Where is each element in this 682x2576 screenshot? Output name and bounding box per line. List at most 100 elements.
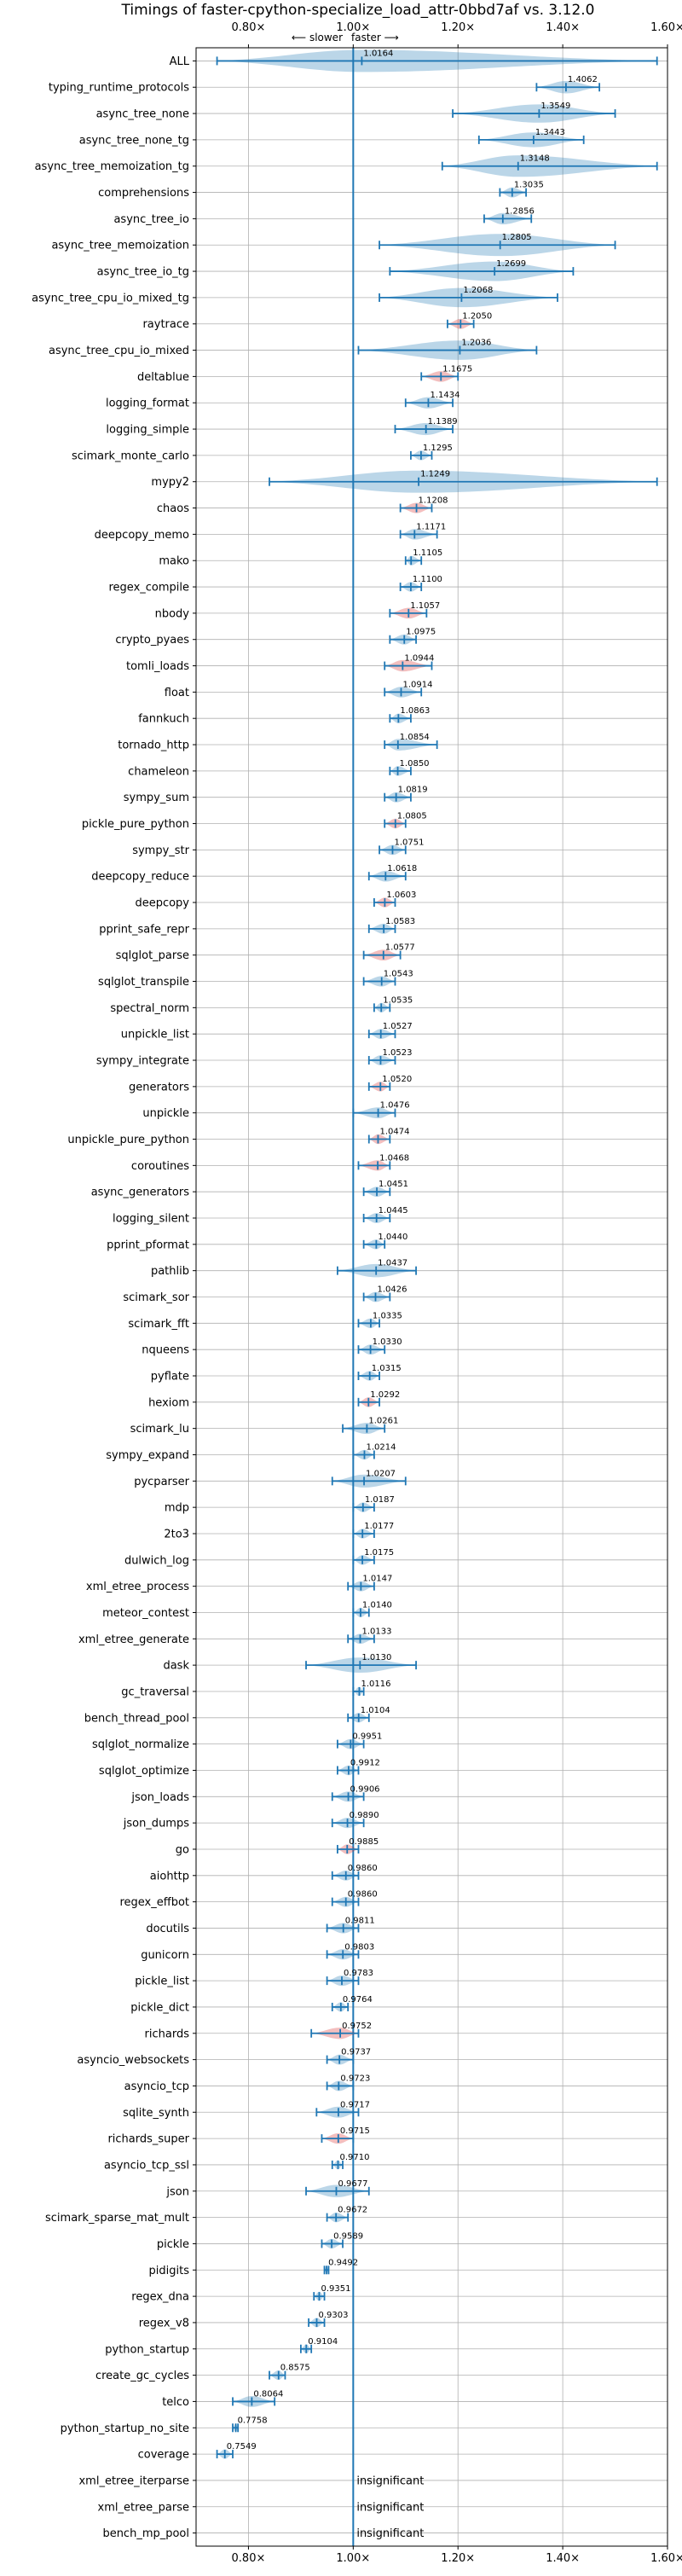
benchmark-label: coroutines — [131, 1160, 189, 1173]
benchmark-label: pidigits — [149, 2265, 190, 2277]
x-tick-label-bottom: 1.40× — [546, 2552, 580, 2565]
value-label: 0.9764 — [343, 1995, 373, 2005]
value-label: 1.0140 — [362, 1600, 392, 1610]
x-tick-label-top: 0.80× — [232, 21, 266, 34]
benchmark-label: spectral_norm — [110, 1002, 189, 1015]
benchmark-label: async_tree_none — [96, 108, 189, 121]
insignificant-label: insignificant — [356, 2474, 424, 2487]
value-label: 1.0476 — [380, 1101, 410, 1111]
value-label: 1.0850 — [400, 759, 430, 769]
value-label: 1.3549 — [540, 102, 570, 111]
benchmark-label: sympy_sum — [124, 792, 189, 804]
benchmark-label: dulwich_log — [124, 1554, 189, 1567]
value-label: 1.0474 — [379, 1128, 409, 1137]
benchmark-label: raytrace — [142, 318, 189, 331]
value-label: 1.0535 — [383, 995, 413, 1005]
benchmark-label: logging_silent — [113, 1213, 189, 1226]
benchmark-label: deepcopy — [135, 897, 189, 910]
x-tick-label-bottom: 1.60× — [650, 2552, 682, 2565]
benchmark-label: create_gc_cycles — [95, 2370, 189, 2382]
value-label: 1.0147 — [362, 1575, 392, 1584]
value-label: 0.9885 — [349, 1837, 379, 1847]
value-label: 1.0207 — [366, 1469, 396, 1478]
benchmark-label: sqlglot_transpile — [98, 976, 189, 989]
value-label: 1.2036 — [461, 339, 491, 348]
value-label: 0.9860 — [348, 1864, 378, 1873]
value-label: 1.0975 — [406, 628, 436, 637]
benchmark-label: xml_etree_generate — [78, 1633, 189, 1646]
benchmark-label: unpickle — [142, 1107, 189, 1120]
value-label: 0.8575 — [280, 2364, 310, 2373]
benchmark-label: xml_etree_process — [86, 1581, 189, 1593]
value-label: 0.9860 — [348, 1890, 378, 1900]
benchmark-label: mako — [159, 555, 189, 568]
x-tick-label-top: 1.00× — [336, 21, 370, 34]
value-label: 1.0468 — [379, 1153, 409, 1163]
value-label: 1.0440 — [378, 1233, 407, 1242]
value-label: 0.9717 — [340, 2100, 370, 2109]
value-label: 1.0330 — [373, 1337, 402, 1347]
value-label: 1.1208 — [419, 496, 448, 506]
benchmark-label: pprint_safe_repr — [99, 923, 189, 936]
value-label: 1.0187 — [365, 1495, 395, 1505]
benchmark-label: pyflate — [151, 1370, 189, 1383]
benchmark-label: python_startup_no_site — [61, 2422, 189, 2435]
benchmark-label: sqlglot_optimize — [99, 1765, 189, 1778]
value-label: 1.0335 — [373, 1311, 402, 1320]
value-label: 1.0315 — [372, 1364, 402, 1373]
benchmark-label: pickle_list — [135, 1976, 189, 1988]
value-label: 0.9710 — [340, 2153, 370, 2162]
value-label: 1.1675 — [442, 364, 472, 374]
benchmark-label: scimark_fft — [128, 1318, 189, 1331]
value-label: 0.7758 — [238, 2416, 268, 2425]
benchmark-label: gunicorn — [141, 1949, 189, 1962]
benchmark-label: async_tree_memoization_tg — [35, 160, 189, 173]
value-label: 1.3035 — [514, 181, 544, 190]
value-label: 0.9723 — [340, 2074, 370, 2083]
value-label: 1.0583 — [385, 917, 415, 926]
benchmark-label: go — [176, 1843, 189, 1856]
value-label: 1.2856 — [505, 206, 535, 216]
value-label: 1.3443 — [535, 128, 565, 137]
benchmark-label: hexiom — [148, 1396, 189, 1409]
value-label: 1.0292 — [370, 1390, 400, 1400]
value-label: 1.0805 — [397, 812, 427, 821]
value-label: 0.9104 — [308, 2337, 338, 2347]
value-label: 1.0437 — [378, 1259, 407, 1268]
value-label: 1.1171 — [416, 522, 446, 531]
benchmark-label: mdp — [165, 1502, 189, 1515]
benchmark-label: generators — [129, 1081, 189, 1094]
value-label: 0.9589 — [333, 2231, 363, 2241]
benchmark-label: async_tree_none_tg — [79, 134, 189, 147]
value-label: 1.0819 — [398, 786, 428, 795]
benchmark-label: fannkuch — [138, 713, 189, 726]
benchmark-label: regex_effbot — [119, 1896, 189, 1909]
benchmark-label: pathlib — [151, 1265, 189, 1278]
benchmark-label: deepcopy_reduce — [91, 871, 189, 884]
benchmark-label: asyncio_tcp — [124, 2080, 189, 2093]
benchmark-label: 2to3 — [164, 1528, 189, 1540]
benchmark-label: sqlglot_normalize — [92, 1738, 189, 1751]
benchmark-label: sqlite_synth — [123, 2107, 189, 2120]
benchmark-label: json — [165, 2185, 189, 2198]
value-label: 1.4062 — [568, 75, 598, 84]
value-label: 1.2699 — [496, 259, 526, 269]
benchmark-label: bench_mp_pool — [102, 2527, 189, 2540]
benchmark-label: ALL — [170, 55, 190, 68]
value-label: 1.0426 — [378, 1285, 407, 1295]
value-label: 1.0133 — [362, 1627, 392, 1636]
value-label: 1.0177 — [364, 1522, 394, 1531]
insignificant-label: insignificant — [356, 2501, 424, 2514]
value-label: 1.0603 — [386, 891, 416, 900]
value-label: 1.0577 — [385, 943, 415, 953]
benchmark-label: async_tree_cpu_io_mixed — [49, 345, 189, 357]
value-label: 1.0164 — [363, 49, 393, 58]
value-label: 0.9715 — [340, 2126, 370, 2136]
benchmark-label: richards — [145, 2028, 190, 2040]
benchmark-label: gc_traversal — [121, 1685, 189, 1698]
benchmark-label: async_tree_io — [113, 213, 189, 226]
value-label: 1.0944 — [404, 654, 434, 664]
value-label: 0.9811 — [345, 1916, 375, 1925]
benchmark-label: json_dumps — [123, 1818, 189, 1830]
